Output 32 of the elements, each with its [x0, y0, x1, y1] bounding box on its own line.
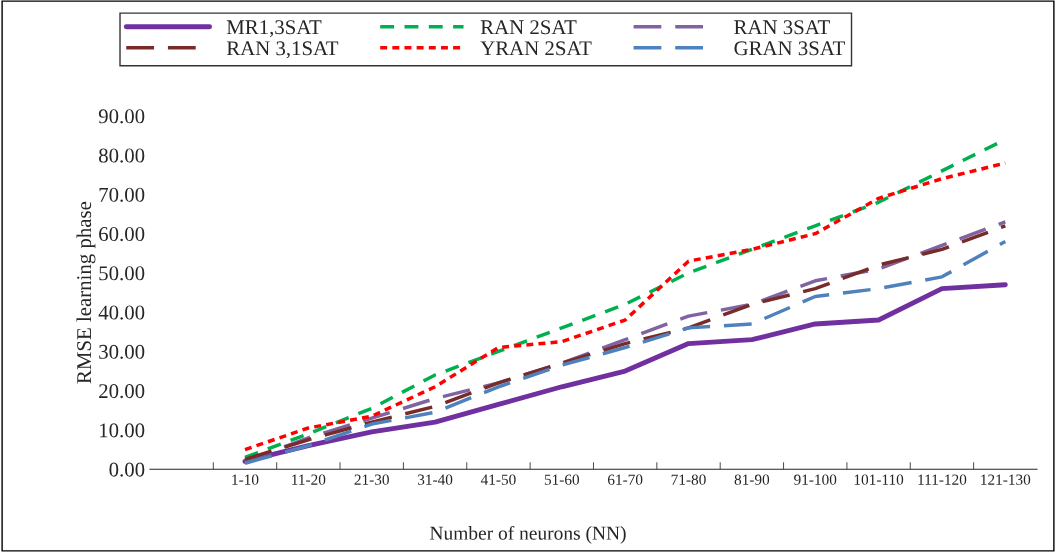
x-tick-label: 111-120 — [918, 474, 967, 485]
y-tick-label: 30.00 — [99, 344, 145, 359]
x-tick-label: 91-100 — [794, 474, 837, 485]
y-tick-label: 90.00 — [98, 109, 145, 124]
legend-label: RAN 2SAT — [480, 20, 577, 35]
x-tick-label: 1-10 — [232, 474, 259, 485]
x-axis-title: Number of neurons (NN) — [430, 525, 626, 544]
x-tick-label: 101-110 — [854, 474, 904, 485]
x-tick-label: 11-20 — [292, 474, 326, 485]
x-tick-label: 31-40 — [417, 474, 453, 485]
x-tick-label: 121-130 — [981, 474, 1031, 485]
line-series — [242, 282, 1008, 464]
x-tick-label: 71-80 — [671, 474, 706, 485]
x-tick-label: 61-70 — [607, 474, 643, 485]
y-tick-label: 20.00 — [99, 384, 145, 399]
y-tick-label: 10.00 — [100, 423, 145, 438]
y-axis-title: RMSE learning phase — [76, 201, 96, 384]
y-tick-label: 50.00 — [99, 266, 145, 281]
y-tick-label: 80.00 — [99, 148, 145, 163]
legend-label: MR1,3SAT — [226, 20, 322, 38]
legend-label: RAN 3,1SAT — [226, 41, 339, 59]
x-tick-label: 21-30 — [354, 474, 389, 485]
y-tick-label: 70.00 — [99, 187, 145, 202]
legend-label: GRAN 3SAT — [734, 41, 845, 56]
x-tick-label: 81-90 — [734, 474, 770, 485]
x-tick-label: 41-50 — [480, 474, 516, 485]
y-tick-label: 40.00 — [98, 305, 145, 320]
x-tick-label: 51-60 — [544, 474, 580, 485]
y-tick-label: 0.00 — [109, 462, 145, 477]
y-tick-label: 60.00 — [99, 227, 145, 242]
legend-label: YRAN 2SAT — [480, 41, 592, 56]
legend-label: RAN 3SAT — [734, 20, 830, 35]
